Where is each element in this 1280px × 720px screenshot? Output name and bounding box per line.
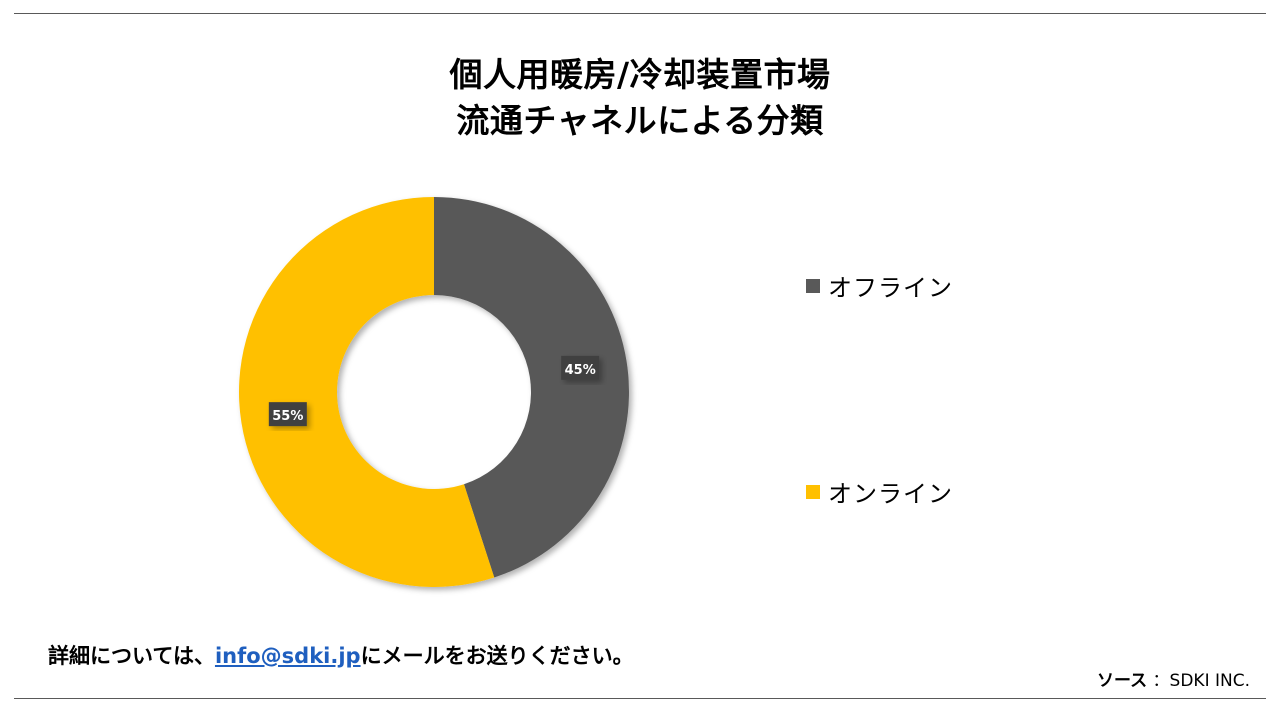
slice-offline: [434, 197, 629, 578]
contact-prefix: 詳細については、: [48, 644, 215, 668]
email-link[interactable]: info@sdki.jp: [214, 644, 361, 668]
chart-title: 個人用暖房/冷却装置市場 流通チャネルによる分類: [0, 52, 1280, 144]
bottom-rule: [14, 698, 1266, 699]
legend-swatch-online: [806, 484, 820, 499]
legend-item-offline: オフライン: [806, 268, 953, 303]
source-label: ソース: [1096, 671, 1148, 691]
data-label-offline: 45%: [561, 355, 600, 380]
contact-line: 詳細については、info@sdki.jpにメールをお送りください。: [48, 640, 634, 670]
legend: オフライン オンライン: [806, 268, 1106, 508]
data-label-online: 55%: [268, 402, 307, 427]
title-line-1: 個人用暖房/冷却装置市場: [449, 55, 831, 94]
svg-text:55%: 55%: [272, 409, 303, 424]
svg-text:45%: 45%: [565, 363, 596, 378]
contact-suffix: にメールをお送りください。: [360, 644, 634, 668]
top-rule: [14, 13, 1266, 14]
source-note: ソース ：SDKI INC.: [1097, 666, 1250, 691]
legend-item-online: オンライン: [806, 474, 953, 509]
source-value: ：SDKI INC.: [1152, 671, 1250, 691]
legend-swatch-offline: [806, 278, 820, 293]
legend-label-offline: オフライン: [828, 274, 953, 302]
legend-label-online: オンライン: [828, 480, 953, 508]
title-line-2: 流通チャネルによる分類: [456, 101, 824, 140]
donut-chart: 45% 55%: [238, 197, 629, 587]
slice-online: [238, 197, 495, 587]
